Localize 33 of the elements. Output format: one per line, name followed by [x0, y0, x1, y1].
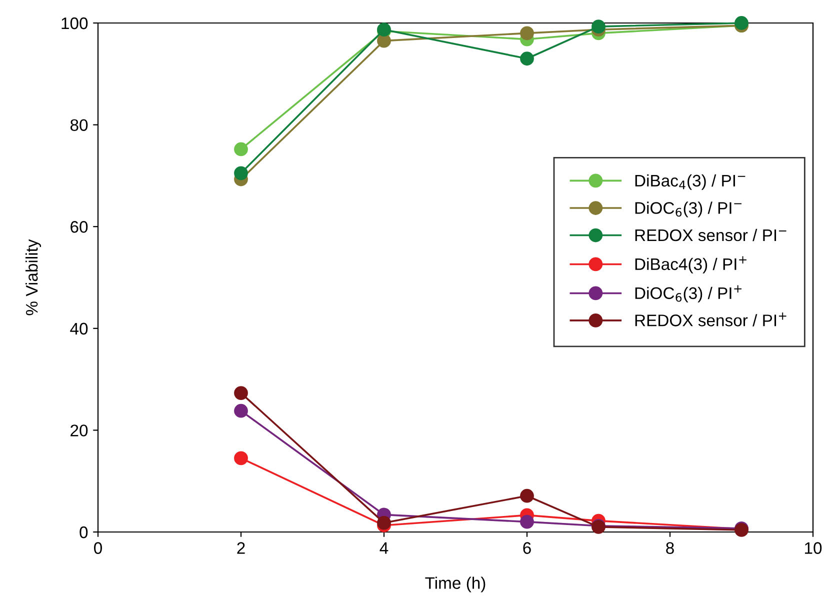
x-axis-title: Time (h)	[425, 576, 486, 592]
point	[234, 142, 248, 156]
legend-label: REDOX sensor / PI$^{−}$	[635, 228, 786, 242]
y-tick-label: 60	[70, 221, 88, 233]
x-tick-label: 10	[805, 542, 822, 554]
y-tick-label: 0	[80, 526, 88, 538]
point	[592, 20, 606, 34]
point	[377, 516, 391, 530]
x-tick-label: 8	[666, 542, 674, 554]
legend-label: DiBac$_{4}$(3) / PI$^{−}$	[635, 174, 746, 190]
legend-label: REDOX sensor / PI$^{+}$	[635, 312, 786, 326]
legend-label: DiOC$_{6}$(3) / PI$^{−}$	[635, 202, 742, 218]
y-tick-label: 100	[62, 17, 88, 30]
point	[520, 52, 534, 66]
point	[234, 166, 248, 180]
point	[520, 514, 534, 529]
point	[377, 34, 391, 48]
point	[520, 26, 534, 40]
legend-label: DiBac4(3) / PI$^{+}$	[635, 256, 746, 274]
point	[234, 386, 248, 400]
x-tick-label: 0	[94, 542, 102, 554]
point	[234, 404, 248, 418]
point	[520, 488, 534, 503]
x-tick-label: 6	[523, 542, 531, 554]
point	[234, 451, 248, 466]
legend-label: DiOC$_{6}$(3) / PI$^{+}$	[635, 285, 742, 302]
y-axis-title: % Viability	[25, 239, 42, 316]
y-tick-label: 80	[70, 119, 88, 132]
x-tick-label: 4	[380, 542, 388, 554]
y-tick-label: 40	[70, 322, 88, 335]
point	[734, 16, 748, 30]
x-tick-label: 2	[237, 542, 245, 554]
y-tick-label: 20	[70, 424, 88, 436]
